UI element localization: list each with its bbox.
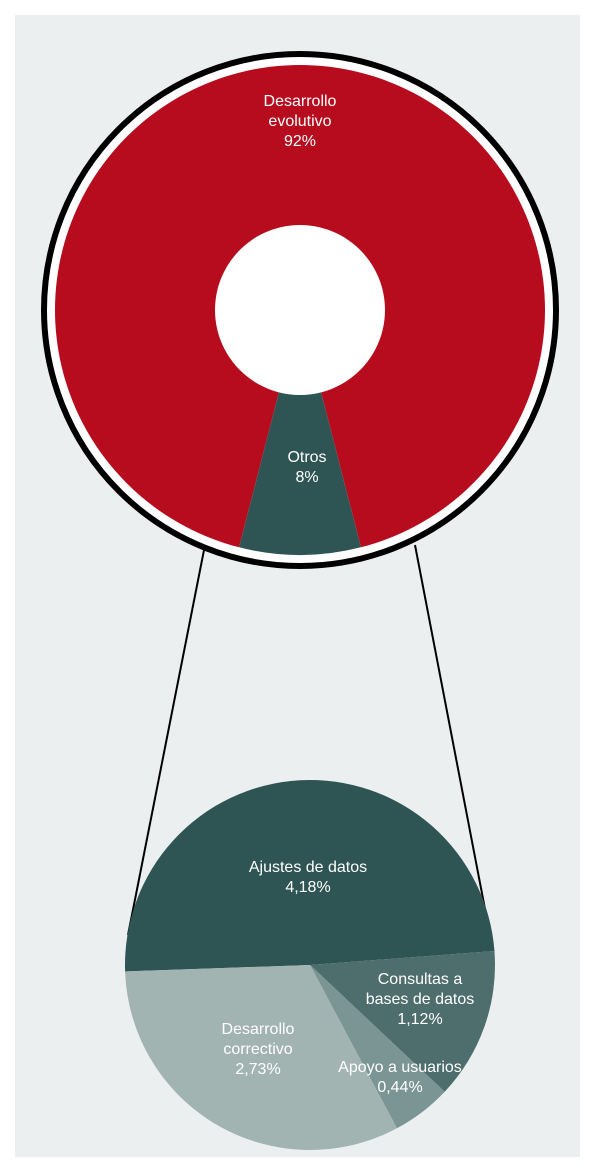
pie-slice — [125, 965, 397, 1150]
slice-value: 4,18% — [285, 879, 331, 896]
slice-label: Ajustes de datos 4,18% — [243, 858, 373, 898]
pie-slice — [310, 951, 496, 1092]
connector — [414, 544, 491, 936]
slice-name: Ajustes de datos — [248, 859, 368, 876]
slice-value: 1,12% — [397, 1011, 443, 1028]
slice-label: Desarrollo evolutivo 92% — [235, 92, 365, 152]
donut-slice — [54, 64, 545, 548]
slice-label: Desarrollo correctivo 2,73% — [193, 1020, 323, 1080]
slice-label: Apoyo a usuarios 0,44% — [335, 1058, 465, 1098]
slice-label: Consultas a bases de datos 1,12% — [355, 970, 485, 1030]
slice-label: Otros 8% — [242, 448, 372, 488]
slice-name: Desarrollo evolutivo — [263, 93, 337, 130]
slice-name: Apoyo a usuarios — [338, 1059, 462, 1076]
pie-slice — [310, 965, 445, 1129]
slice-name: Desarrollo correctivo — [221, 1021, 295, 1058]
slice-value: 8% — [295, 469, 319, 486]
pie-slice — [124, 779, 495, 972]
connector — [127, 544, 206, 936]
donut-slice — [239, 392, 361, 555]
slice-value: 92% — [283, 133, 317, 150]
slice-value: 0,44% — [377, 1079, 423, 1096]
slice-name: Consultas a bases de datos — [365, 971, 475, 1008]
slice-name: Otros — [287, 449, 327, 466]
slice-value: 2,73% — [235, 1061, 281, 1078]
